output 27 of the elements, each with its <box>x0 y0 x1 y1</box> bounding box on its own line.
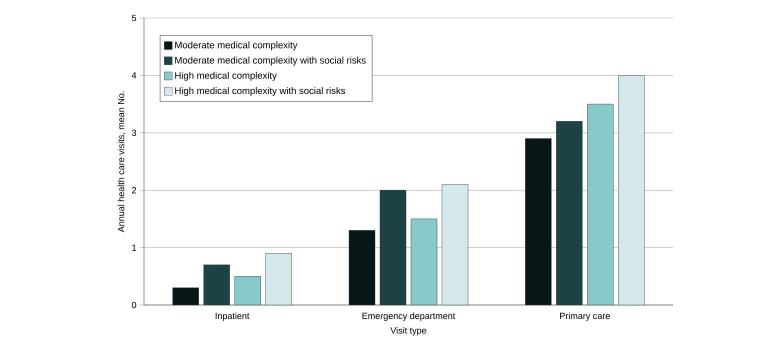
x-tick-label: Emergency department <box>362 312 456 321</box>
bar <box>556 121 583 306</box>
bar <box>410 218 438 306</box>
bar <box>172 288 199 306</box>
y-tick-label: 4 <box>132 72 136 78</box>
y-tick-label: 5 <box>132 14 136 22</box>
legend-label: High medical complexity with social risks <box>175 87 346 96</box>
bar <box>348 230 376 306</box>
bar <box>265 253 292 306</box>
bar <box>380 190 406 306</box>
legend-label: Moderate medical complexity <box>175 41 298 50</box>
y-tick-label: 0 <box>132 302 136 308</box>
bar <box>618 75 645 306</box>
bar <box>234 276 261 306</box>
x-tick-label: Primary care <box>560 312 610 321</box>
y-tick-label: 1 <box>132 244 136 251</box>
bar <box>587 104 614 306</box>
bar <box>442 184 468 306</box>
x-tick-label: Inpatient <box>216 312 250 321</box>
y-axis-title: Annual health care visits, mean No. <box>118 92 126 232</box>
y-tick-label: 2 <box>132 187 136 194</box>
bar <box>203 264 230 306</box>
x-axis-title: Visit type <box>390 327 426 336</box>
y-tick-label: 3 <box>132 130 136 136</box>
legend-label: Moderate medical complexity with social risks <box>175 56 366 66</box>
bar <box>525 138 552 306</box>
legend-label: High medical complexity <box>175 72 277 81</box>
